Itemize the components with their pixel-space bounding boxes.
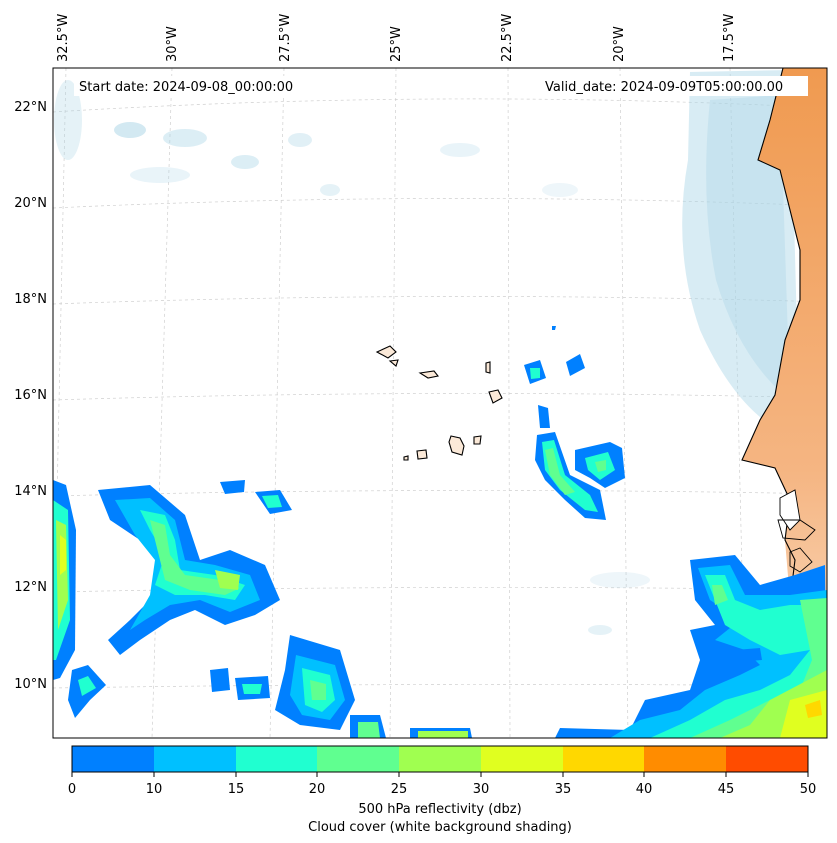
colorbar-label: 500 hPa reflectivity (dbz) — [358, 802, 521, 817]
colorbar-sublabel: Cloud cover (white background shading) — [308, 820, 572, 835]
lat-label: 12°N — [14, 580, 47, 595]
lat-label: 16°N — [14, 388, 47, 403]
colorbar-tick-label: 50 — [800, 782, 817, 797]
start-date-box — [74, 76, 310, 96]
colorbar-tick-label: 25 — [391, 782, 408, 797]
lat-label: 18°N — [14, 292, 47, 307]
lon-label: 27.5°W — [278, 14, 293, 62]
colorbar-tick-label: 45 — [718, 782, 735, 797]
lon-label: 25°W — [389, 26, 404, 62]
colorbar-tick-label: 30 — [473, 782, 490, 797]
lon-label: 20°W — [612, 26, 627, 62]
map-frame — [52, 67, 828, 739]
land-west-africa — [741, 68, 827, 738]
lon-label: 30°W — [165, 26, 180, 62]
map-area — [53, 68, 827, 738]
start-date-label: Start date: 2024-09-08_00:00:00 — [79, 80, 293, 95]
colorbar-tick-label: 15 — [228, 782, 245, 797]
colorbar-tick-label: 35 — [555, 782, 572, 797]
colorbar-segment — [72, 746, 154, 772]
lon-label: 17.5°W — [722, 14, 737, 62]
lat-label: 14°N — [14, 484, 47, 499]
lat-label: 22°N — [14, 100, 47, 115]
colorbar-segment — [726, 746, 808, 772]
cape-verde-islands — [375, 345, 503, 461]
valid-date-box — [540, 76, 808, 96]
lon-label: 32.5°W — [56, 14, 71, 62]
colorbar-tick-label: 20 — [309, 782, 326, 797]
colorbar-tick-label: 0 — [68, 782, 76, 797]
colorbar-segment — [236, 746, 317, 772]
colorbar-tick-label: 10 — [146, 782, 163, 797]
colorbar-segment — [399, 746, 481, 772]
colorbar-frame — [71, 745, 809, 773]
colorbar: 0 10 15 20 25 30 35 40 45 50 500 hPa ref… — [68, 745, 817, 835]
colorbar-segment — [154, 746, 236, 772]
lat-label: 20°N — [14, 196, 47, 211]
colorbar-segment — [317, 746, 399, 772]
colorbar-tick-label: 40 — [636, 782, 653, 797]
reflectivity-cells — [53, 326, 827, 738]
lon-label: 22.5°W — [500, 14, 515, 62]
valid-date-label: Valid_date: 2024-09-09T05:00:00.00 — [545, 80, 783, 95]
colorbar-segment — [644, 746, 726, 772]
latitude-labels: 22°N 20°N 18°N 16°N 14°N 12°N 10°N — [14, 100, 47, 692]
colorbar-segment — [481, 746, 563, 772]
colorbar-segment — [563, 746, 644, 772]
longitude-labels: 32.5°W 30°W 27.5°W 25°W 22.5°W 20°W 17.5… — [56, 14, 737, 62]
lat-label: 10°N — [14, 677, 47, 692]
